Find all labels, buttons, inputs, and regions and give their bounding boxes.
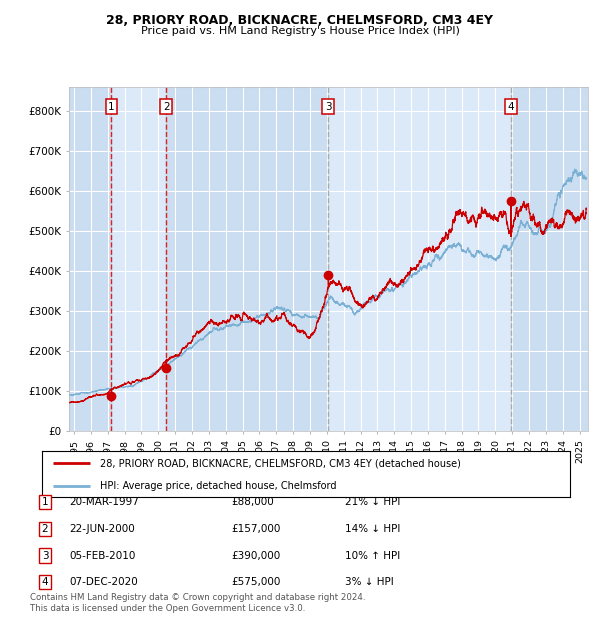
Text: 21% ↓ HPI: 21% ↓ HPI bbox=[345, 497, 400, 507]
Bar bbox=[69, 87, 112, 431]
Text: 1: 1 bbox=[41, 497, 49, 507]
Text: 3% ↓ HPI: 3% ↓ HPI bbox=[345, 577, 394, 587]
Text: HPI: Average price, detached house, Chelmsford: HPI: Average price, detached house, Chel… bbox=[100, 480, 337, 490]
Text: 1: 1 bbox=[108, 102, 115, 112]
Text: Contains HM Land Registry data © Crown copyright and database right 2024.
This d: Contains HM Land Registry data © Crown c… bbox=[30, 593, 365, 613]
Text: 4: 4 bbox=[41, 577, 49, 587]
Text: £575,000: £575,000 bbox=[231, 577, 280, 587]
Text: Price paid vs. HM Land Registry's House Price Index (HPI): Price paid vs. HM Land Registry's House … bbox=[140, 26, 460, 36]
Text: 14% ↓ HPI: 14% ↓ HPI bbox=[345, 524, 400, 534]
Text: 2: 2 bbox=[163, 102, 170, 112]
Text: 28, PRIORY ROAD, BICKNACRE, CHELMSFORD, CM3 4EY: 28, PRIORY ROAD, BICKNACRE, CHELMSFORD, … bbox=[107, 14, 493, 27]
Text: 3: 3 bbox=[41, 551, 49, 560]
Bar bbox=[166, 87, 328, 431]
Bar bbox=[511, 87, 588, 431]
Text: 28, PRIORY ROAD, BICKNACRE, CHELMSFORD, CM3 4EY (detached house): 28, PRIORY ROAD, BICKNACRE, CHELMSFORD, … bbox=[100, 458, 461, 468]
Text: 05-FEB-2010: 05-FEB-2010 bbox=[69, 551, 136, 560]
Text: £390,000: £390,000 bbox=[231, 551, 280, 560]
Text: 07-DEC-2020: 07-DEC-2020 bbox=[69, 577, 138, 587]
Text: 3: 3 bbox=[325, 102, 332, 112]
Text: 10% ↑ HPI: 10% ↑ HPI bbox=[345, 551, 400, 560]
Text: 20-MAR-1997: 20-MAR-1997 bbox=[69, 497, 139, 507]
Text: 22-JUN-2000: 22-JUN-2000 bbox=[69, 524, 135, 534]
Text: 2: 2 bbox=[41, 524, 49, 534]
Text: 4: 4 bbox=[508, 102, 514, 112]
Text: £157,000: £157,000 bbox=[231, 524, 280, 534]
Text: £88,000: £88,000 bbox=[231, 497, 274, 507]
